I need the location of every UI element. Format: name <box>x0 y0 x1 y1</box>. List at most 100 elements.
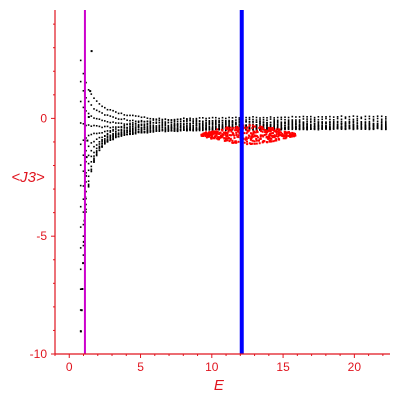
data-point <box>226 135 229 138</box>
data-point <box>90 161 93 163</box>
data-point <box>198 128 201 131</box>
data-point <box>95 153 98 156</box>
data-point <box>164 118 167 120</box>
data-point <box>302 118 305 120</box>
data-point <box>285 134 288 136</box>
data-point <box>115 111 117 113</box>
data-point <box>348 127 351 130</box>
data-point <box>132 133 134 135</box>
data-point <box>79 100 82 103</box>
data-point <box>348 124 351 126</box>
data-point <box>87 134 90 137</box>
data-point <box>173 128 176 130</box>
x-axis-label: E <box>214 377 225 394</box>
data-point <box>109 139 112 141</box>
axis-labels: E <J3> <box>11 169 225 394</box>
data-point <box>281 132 284 135</box>
data-point <box>170 119 173 121</box>
data-point <box>129 122 131 125</box>
data-point <box>155 118 158 120</box>
data-point <box>245 136 248 139</box>
data-point <box>245 132 248 135</box>
data-point <box>376 126 379 129</box>
data-point <box>218 133 221 136</box>
data-point <box>266 122 268 124</box>
data-point <box>101 143 103 145</box>
data-point <box>120 126 123 129</box>
data-point <box>189 122 191 125</box>
data-point <box>276 121 279 124</box>
data-point <box>275 133 278 136</box>
data-point <box>348 120 351 123</box>
data-point <box>287 122 290 125</box>
data-point <box>228 124 230 126</box>
data-point <box>332 125 335 127</box>
data-point <box>95 150 98 152</box>
data-point <box>265 135 268 138</box>
data-point <box>277 132 280 134</box>
data-point <box>372 128 375 130</box>
data-point <box>82 198 85 200</box>
data-point <box>186 123 188 125</box>
data-point <box>137 131 140 133</box>
data-point <box>98 132 101 134</box>
data-point <box>112 137 114 139</box>
data-point <box>225 117 227 120</box>
data-point <box>234 129 237 131</box>
data-point <box>208 124 211 126</box>
data-point <box>167 121 170 124</box>
data-point <box>295 126 297 128</box>
data-point <box>340 122 343 125</box>
data-point <box>243 141 246 144</box>
data-point <box>87 124 90 126</box>
data-point <box>85 81 87 84</box>
data-point <box>245 120 247 123</box>
data-point <box>134 125 137 127</box>
data-point <box>251 124 254 127</box>
data-point <box>164 122 167 125</box>
data-point <box>155 122 158 124</box>
data-point <box>202 128 204 131</box>
data-point <box>161 121 164 123</box>
data-point <box>259 128 261 130</box>
data-point <box>195 129 198 132</box>
data-point <box>93 159 95 162</box>
data-point <box>352 125 355 128</box>
data-point <box>237 134 240 137</box>
data-point <box>164 129 167 132</box>
data-point <box>186 124 188 127</box>
data-point <box>224 133 227 136</box>
data-point <box>85 172 87 174</box>
data-point <box>186 120 188 122</box>
data-point <box>146 117 149 119</box>
data-point <box>360 128 363 130</box>
data-point <box>356 122 359 124</box>
data-point <box>235 129 238 132</box>
data-point <box>132 114 134 117</box>
data-point <box>302 128 305 130</box>
data-point <box>325 116 327 118</box>
data-point <box>93 155 95 157</box>
data-point <box>232 133 235 135</box>
data-point <box>221 124 224 127</box>
data-point <box>360 125 363 128</box>
data-point <box>298 119 301 121</box>
data-point <box>95 151 98 153</box>
data-point <box>336 117 339 120</box>
data-point <box>112 138 114 141</box>
data-point <box>238 120 241 122</box>
data-point <box>275 135 278 138</box>
data-point <box>120 112 123 115</box>
data-point <box>109 130 112 132</box>
data-point <box>179 126 182 129</box>
data-point <box>132 129 134 131</box>
data-point <box>140 120 143 123</box>
data-point <box>158 117 161 120</box>
data-point <box>329 115 331 118</box>
data-point <box>95 132 98 135</box>
data-point <box>368 115 371 118</box>
data-point <box>106 141 109 143</box>
data-point <box>245 128 247 131</box>
data-point <box>79 184 82 187</box>
